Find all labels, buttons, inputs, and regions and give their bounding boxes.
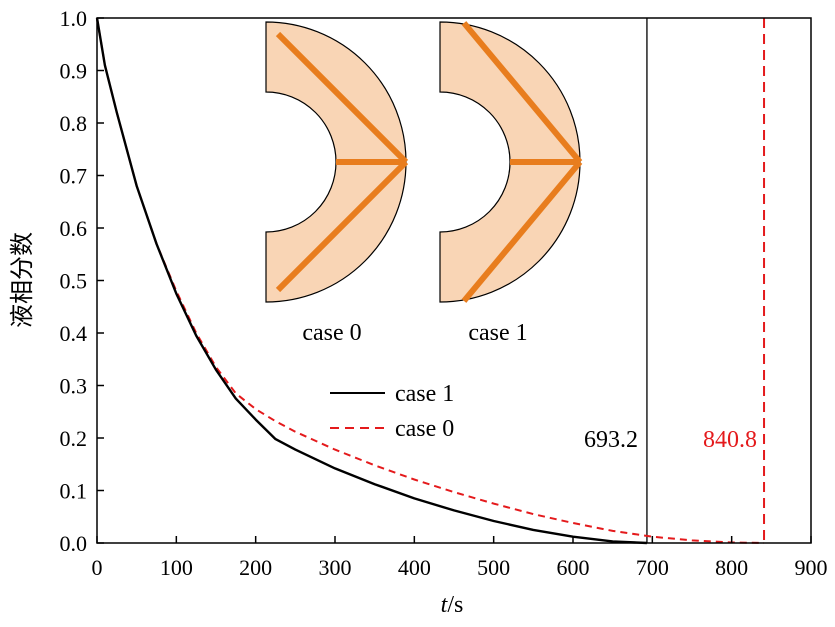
x-tick-label: 900 <box>795 555 828 580</box>
y-tick-label: 0.5 <box>60 269 88 294</box>
inset-rib <box>275 31 409 165</box>
y-axis: 0.0 0.1 0.2 0.3 0.4 0.5 0.6 0.7 0.8 0.9 1.0 <box>60 6 104 556</box>
inset-case-1 <box>439 21 583 303</box>
vline-label-case-1: 693.2 <box>584 427 638 453</box>
inset-shape <box>439 21 581 303</box>
x-tick-label: 100 <box>160 555 193 580</box>
x-tick-label: 300 <box>319 555 352 580</box>
inset-label-case-0: case 0 <box>302 320 361 346</box>
inset-rib <box>461 160 583 303</box>
y-tick-label: 0.9 <box>60 59 88 84</box>
y-tick-label: 1.0 <box>60 6 88 31</box>
x-tick-label: 200 <box>239 555 272 580</box>
y-tick-label: 0.6 <box>60 216 88 241</box>
legend: case 1 case 0 <box>330 381 454 442</box>
legend-label-case-1: case 1 <box>395 381 454 407</box>
y-tick-label: 0.7 <box>60 164 88 189</box>
inset-rib <box>461 21 583 164</box>
x-tick-label: 500 <box>477 555 510 580</box>
y-tick-label: 0.8 <box>60 111 88 136</box>
x-tick-label: 800 <box>715 555 748 580</box>
y-tick-label: 0.2 <box>60 426 88 451</box>
x-tick-label: 600 <box>557 555 590 580</box>
vline-label-case-0: 840.8 <box>703 427 757 453</box>
y-axis-title: 液相分数 <box>9 232 36 328</box>
x-tick-label: 0 <box>92 555 103 580</box>
y-tick-label: 0.1 <box>60 479 88 504</box>
legend-label-case-0: case 0 <box>395 416 454 442</box>
x-tick-label: 400 <box>398 555 431 580</box>
y-tick-label: 0.3 <box>60 374 88 399</box>
inset-case-0 <box>265 21 409 303</box>
series-line-case-0 <box>96 17 765 544</box>
inset-label-case-1: case 1 <box>468 320 527 346</box>
y-tick-label: 0.4 <box>60 321 88 346</box>
plot-area <box>95 17 766 545</box>
x-axis-title: t/s <box>441 592 464 618</box>
y-tick-label: 0.0 <box>60 531 88 556</box>
inset-rib <box>275 159 409 293</box>
inset-shape <box>265 21 407 303</box>
x-tick-label: 700 <box>636 555 669 580</box>
series-line-case-1 <box>95 17 647 545</box>
x-axis: 0 100 200 300 400 500 600 700 800 900 <box>92 536 828 580</box>
